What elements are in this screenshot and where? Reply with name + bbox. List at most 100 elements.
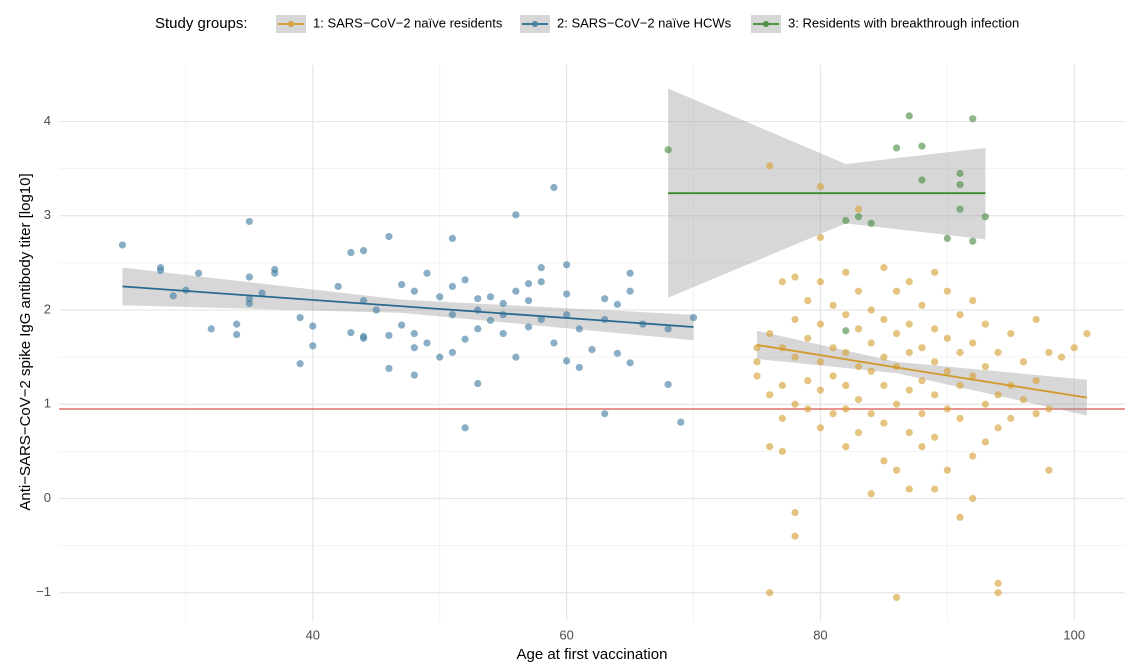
data-point [563, 290, 571, 298]
y-tick-label: 1 [44, 396, 51, 411]
data-point [194, 269, 203, 277]
data-point [233, 330, 241, 339]
data-point [461, 424, 469, 432]
data-point [931, 485, 939, 493]
data-point [778, 278, 786, 286]
data-point [791, 353, 799, 361]
data-point [931, 391, 939, 399]
data-point [626, 287, 634, 295]
data-point [766, 391, 774, 399]
data-point [448, 311, 457, 319]
data-point [448, 348, 457, 357]
data-point [918, 142, 926, 150]
data-point [626, 359, 634, 367]
legend-label: 3: Residents with breakthrough infection [788, 15, 1019, 30]
y-tick-label: 2 [44, 301, 51, 316]
data-point [816, 424, 825, 432]
data-point [385, 331, 393, 340]
data-point [778, 447, 786, 455]
confidence-band [122, 267, 694, 341]
data-point [474, 325, 482, 333]
data-point [880, 264, 888, 272]
data-point [905, 428, 913, 437]
data-point [931, 433, 939, 441]
data-point [931, 358, 939, 366]
data-point [829, 301, 837, 309]
data-point [892, 287, 901, 295]
data-point [918, 443, 926, 451]
data-point [804, 405, 812, 413]
data-point [461, 276, 469, 284]
y-tick-label: −1 [36, 584, 51, 599]
data-point [880, 353, 888, 361]
data-point [664, 325, 672, 333]
data-point [1032, 410, 1040, 418]
data-point [842, 268, 850, 276]
data-point [931, 325, 939, 333]
data-point [499, 311, 507, 319]
data-point [410, 329, 418, 338]
data-point [829, 410, 837, 418]
data-point [804, 334, 812, 342]
data-point [905, 348, 913, 357]
data-point [575, 363, 583, 372]
data-point [956, 513, 964, 521]
data-point [969, 494, 977, 503]
data-point [829, 344, 837, 352]
data-point [969, 115, 977, 123]
data-point [969, 296, 977, 305]
data-point [918, 410, 926, 418]
data-point [791, 509, 799, 517]
data-point [512, 211, 520, 219]
data-point [842, 381, 850, 390]
data-point [854, 287, 863, 295]
data-point [575, 325, 583, 333]
data-point [207, 325, 215, 333]
data-point [880, 315, 888, 324]
x-axis-title: Age at first vaccination [517, 646, 668, 663]
data-point [601, 315, 609, 324]
data-point [537, 278, 545, 286]
data-point [613, 300, 621, 308]
data-point [245, 217, 253, 226]
data-point [296, 360, 304, 368]
data-point [918, 176, 926, 184]
data-point [956, 181, 964, 189]
data-point [271, 269, 279, 277]
data-point [829, 372, 837, 380]
data-point [804, 377, 812, 385]
data-point [550, 339, 558, 347]
data-point [613, 349, 621, 357]
data-point [892, 144, 901, 152]
data-point [753, 358, 761, 366]
data-point [436, 293, 444, 301]
data-point [385, 364, 393, 373]
data-point [842, 405, 850, 413]
data-point [1032, 377, 1040, 385]
legend-title: Study groups: [155, 15, 248, 32]
y-tick-label: 3 [44, 207, 51, 222]
data-point [956, 381, 964, 390]
data-point [258, 289, 266, 297]
data-point [905, 320, 913, 328]
data-point [1057, 353, 1066, 361]
data-point [664, 146, 672, 154]
y-tick-label: 4 [44, 113, 51, 128]
data-point [854, 362, 863, 371]
data-point [854, 325, 863, 333]
data-point [994, 579, 1002, 587]
data-point [359, 296, 368, 305]
data-point [880, 419, 888, 427]
data-point [956, 414, 964, 422]
data-point [892, 466, 901, 474]
y-tick-label: 0 [44, 490, 51, 505]
data-point [233, 320, 241, 328]
data-point [816, 278, 825, 286]
data-point [486, 316, 495, 324]
data-point [347, 329, 355, 337]
data-point [956, 311, 964, 319]
data-point [943, 367, 951, 375]
data-point [854, 213, 863, 221]
data-point [1019, 395, 1028, 404]
data-point [563, 261, 571, 269]
